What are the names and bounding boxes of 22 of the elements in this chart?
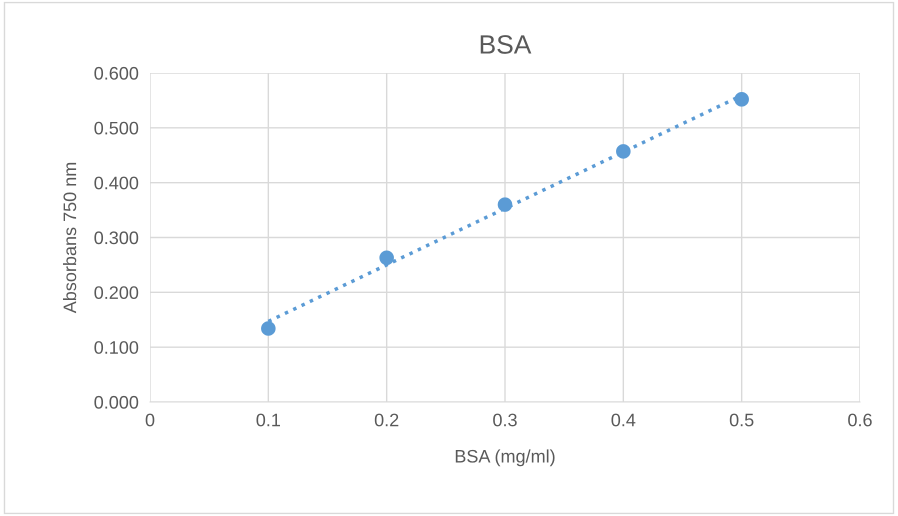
y-tick-label: 0.400 (94, 176, 138, 190)
x-tick-label: 0.5 (730, 414, 754, 426)
x-tick-label: 0.2 (374, 414, 398, 426)
y-tick-label: 0.600 (94, 66, 138, 80)
x-tick-label: 0.3 (493, 414, 517, 426)
point (734, 92, 749, 107)
chart-title: BSA (480, 35, 532, 54)
x-tick-label: 0.1 (256, 414, 280, 426)
y-tick-label: 0.200 (94, 286, 138, 300)
y-tick-label: 0.000 (94, 396, 138, 409)
x-tick-label: 0.6 (848, 414, 872, 426)
x-tick-label: 0 (146, 414, 154, 426)
x-tick-label: 0.4 (611, 414, 636, 426)
point (261, 321, 276, 336)
y-tick-label: 0.300 (94, 231, 138, 244)
point (616, 144, 631, 159)
point (498, 197, 512, 212)
y-tick-label: 0.500 (94, 122, 138, 135)
point (379, 250, 394, 266)
y-axis-title: Absorbans 750 nm (62, 162, 76, 314)
x-axis-title: BSA (mg/ml) (456, 449, 555, 466)
y-tick-label: 0.100 (94, 341, 138, 354)
